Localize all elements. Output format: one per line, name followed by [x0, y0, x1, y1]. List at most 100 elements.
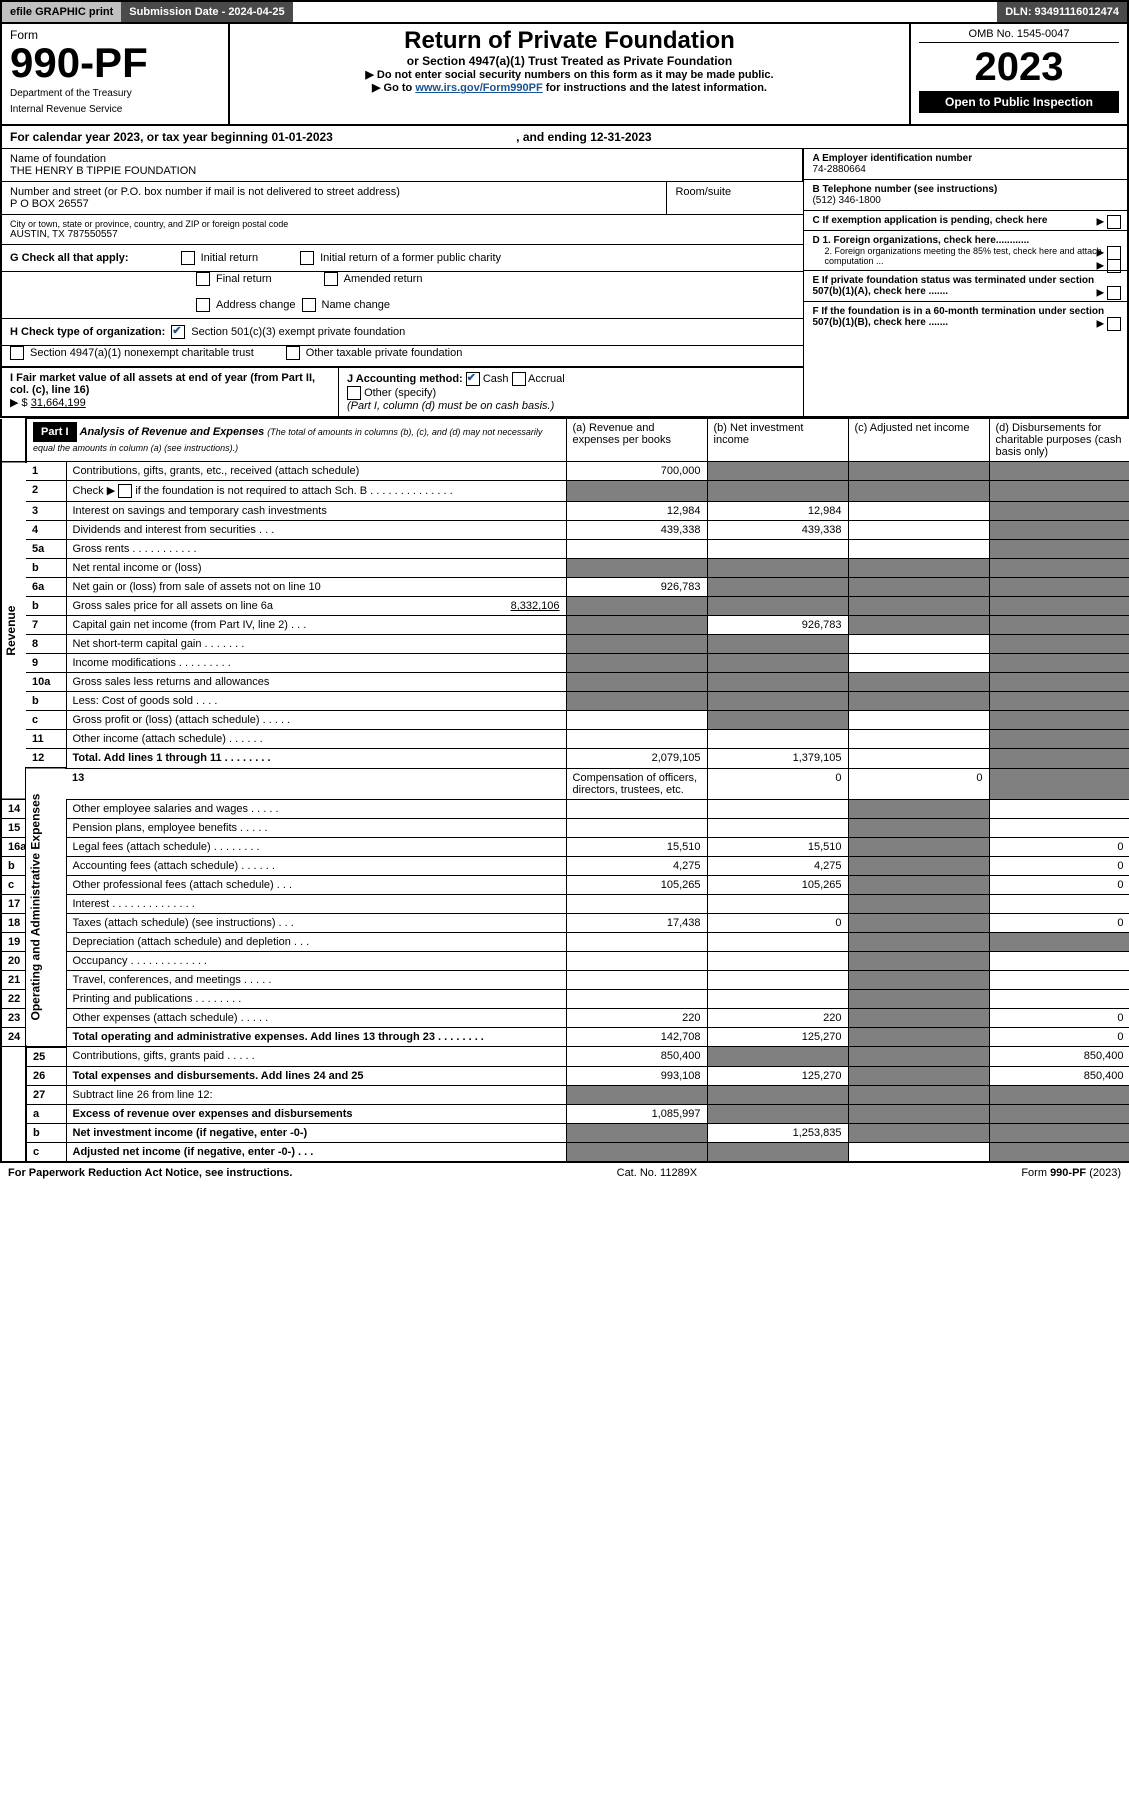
line-18-desc: Taxes (attach schedule) (see instruction… [66, 914, 566, 933]
submission-date: Submission Date - 2024-04-25 [121, 2, 292, 22]
col-b-header: (b) Net investment income [707, 419, 848, 462]
irs-label: Internal Revenue Service [10, 104, 220, 116]
line-24-desc: Total operating and administrative expen… [66, 1028, 566, 1047]
ein-label: A Employer identification number [812, 153, 1119, 164]
form-number: 990-PF [10, 42, 220, 84]
line-10a-desc: Gross sales less returns and allowances [66, 673, 566, 692]
d1-checkbox[interactable] [1107, 246, 1121, 260]
line-20-desc: Occupancy . . . . . . . . . . . . . [66, 952, 566, 971]
line-16a-desc: Legal fees (attach schedule) . . . . . .… [66, 838, 566, 857]
line-7-desc: Capital gain net income (from Part IV, l… [66, 616, 566, 635]
final-return-checkbox[interactable] [196, 272, 210, 286]
cat-no: Cat. No. 11289X [617, 1167, 698, 1179]
line-13-desc: Compensation of officers, directors, tru… [566, 768, 707, 799]
h-row: H Check type of organization: Section 50… [2, 319, 803, 346]
city-value: AUSTIN, TX 787550557 [10, 229, 795, 240]
address-change-checkbox[interactable] [196, 298, 210, 312]
line-27-desc: Subtract line 26 from line 12: [66, 1085, 566, 1104]
line-19-desc: Depreciation (attach schedule) and deple… [66, 933, 566, 952]
line-26-desc: Total expenses and disbursements. Add li… [66, 1066, 566, 1085]
line-1-a: 700,000 [566, 462, 707, 481]
line-1-desc: Contributions, gifts, grants, etc., rece… [66, 462, 566, 481]
line-15-desc: Pension plans, employee benefits . . . .… [66, 819, 566, 838]
amended-return-checkbox[interactable] [324, 272, 338, 286]
room-label: Room/suite [675, 186, 795, 198]
name-label: Name of foundation [10, 153, 794, 165]
part1-badge: Part I [33, 422, 77, 442]
initial-return-checkbox[interactable] [181, 251, 195, 265]
line-10c-desc: Gross profit or (loss) (attach schedule)… [66, 711, 566, 730]
operating-side-label: Operating and Administrative Expenses [26, 768, 66, 1047]
line-27a-desc: Excess of revenue over expenses and disb… [66, 1104, 566, 1123]
i-label: I Fair market value of all assets at end… [10, 372, 315, 396]
city-label: City or town, state or province, country… [10, 219, 795, 229]
line-6b-desc: Gross sales price for all assets on line… [66, 597, 566, 616]
line-10b-desc: Less: Cost of goods sold . . . . [66, 692, 566, 711]
schb-checkbox[interactable] [118, 484, 132, 498]
c-label: C If exemption application is pending, c… [812, 215, 1047, 226]
line-8-desc: Net short-term capital gain . . . . . . … [66, 635, 566, 654]
other-taxable-checkbox[interactable] [286, 346, 300, 360]
tax-year: 2023 [919, 43, 1119, 91]
cash-checkbox[interactable] [466, 372, 480, 386]
col-d-header: (d) Disbursements for charitable purpose… [989, 419, 1129, 462]
c-checkbox[interactable] [1107, 215, 1121, 229]
line-2-desc: Check ▶ if the foundation is not require… [66, 481, 566, 502]
col-a-header: (a) Revenue and expenses per books [566, 419, 707, 462]
501c3-checkbox[interactable] [171, 325, 185, 339]
form-header: Form 990-PF Department of the Treasury I… [0, 24, 1129, 126]
line-16b-desc: Accounting fees (attach schedule) . . . … [66, 857, 566, 876]
top-bar: efile GRAPHIC print Submission Date - 20… [0, 0, 1129, 24]
line-22-desc: Printing and publications . . . . . . . … [66, 990, 566, 1009]
e-checkbox[interactable] [1107, 286, 1121, 300]
line-17-desc: Interest . . . . . . . . . . . . . . [66, 895, 566, 914]
line-14-desc: Other employee salaries and wages . . . … [66, 799, 566, 819]
line-25-desc: Contributions, gifts, grants paid . . . … [66, 1047, 566, 1067]
open-public-badge: Open to Public Inspection [919, 91, 1119, 113]
omb-number: OMB No. 1545-0047 [919, 28, 1119, 43]
accrual-checkbox[interactable] [512, 372, 526, 386]
dln-number: DLN: 93491116012474 [997, 2, 1127, 22]
address: P O BOX 26557 [10, 198, 658, 210]
tel-value: (512) 346-1800 [812, 195, 1119, 206]
name-change-checkbox[interactable] [302, 298, 316, 312]
e-label: E If private foundation status was termi… [812, 275, 1094, 297]
analysis-title: Analysis of Revenue and Expenses [80, 426, 265, 438]
line-9-desc: Income modifications . . . . . . . . . [66, 654, 566, 673]
instruction-2: ▶ Go to www.irs.gov/Form990PF for instru… [238, 81, 901, 94]
efile-label: efile GRAPHIC print [2, 2, 121, 22]
d2-label: 2. Foreign organizations meeting the 85%… [812, 246, 1119, 266]
line-3-desc: Interest on savings and temporary cash i… [66, 502, 566, 521]
instruction-1: ▶ Do not enter social security numbers o… [238, 68, 901, 81]
line-21-desc: Travel, conferences, and meetings . . . … [66, 971, 566, 990]
line-16c-desc: Other professional fees (attach schedule… [66, 876, 566, 895]
form-title: Return of Private Foundation [238, 28, 901, 54]
line-23-desc: Other expenses (attach schedule) . . . .… [66, 1009, 566, 1028]
footer: For Paperwork Reduction Act Notice, see … [0, 1163, 1129, 1183]
fmv-value: 31,664,199 [31, 397, 86, 409]
form-footer: Form 990-PF (2023) [1021, 1167, 1121, 1179]
dept-treasury: Department of the Treasury [10, 88, 220, 100]
foundation-name: THE HENRY B TIPPIE FOUNDATION [10, 165, 794, 177]
ein-value: 74-2880664 [812, 164, 1119, 175]
initial-former-checkbox[interactable] [300, 251, 314, 265]
form-subtitle: or Section 4947(a)(1) Trust Treated as P… [238, 54, 901, 68]
addr-label: Number and street (or P.O. box number if… [10, 186, 658, 198]
line-12-desc: Total. Add lines 1 through 11 . . . . . … [66, 749, 566, 769]
line-5b-desc: Net rental income or (loss) [66, 559, 566, 578]
f-label: F If the foundation is in a 60-month ter… [812, 306, 1104, 328]
other-method-checkbox[interactable] [347, 386, 361, 400]
paperwork-notice: For Paperwork Reduction Act Notice, see … [8, 1167, 292, 1179]
f-checkbox[interactable] [1107, 317, 1121, 331]
col-c-header: (c) Adjusted net income [848, 419, 989, 462]
tel-label: B Telephone number (see instructions) [812, 184, 1119, 195]
d1-label: D 1. Foreign organizations, check here..… [812, 235, 1119, 246]
line-5a-desc: Gross rents . . . . . . . . . . . [66, 540, 566, 559]
line-27b-desc: Net investment income (if negative, ente… [66, 1123, 566, 1142]
line-27c-desc: Adjusted net income (if negative, enter … [66, 1142, 566, 1162]
calendar-year-row: For calendar year 2023, or tax year begi… [0, 126, 1129, 149]
irs-url-link[interactable]: www.irs.gov/Form990PF [415, 82, 542, 94]
g-check-row: G Check all that apply: Initial return I… [2, 245, 803, 272]
4947-checkbox[interactable] [10, 346, 24, 360]
line-11-desc: Other income (attach schedule) . . . . .… [66, 730, 566, 749]
